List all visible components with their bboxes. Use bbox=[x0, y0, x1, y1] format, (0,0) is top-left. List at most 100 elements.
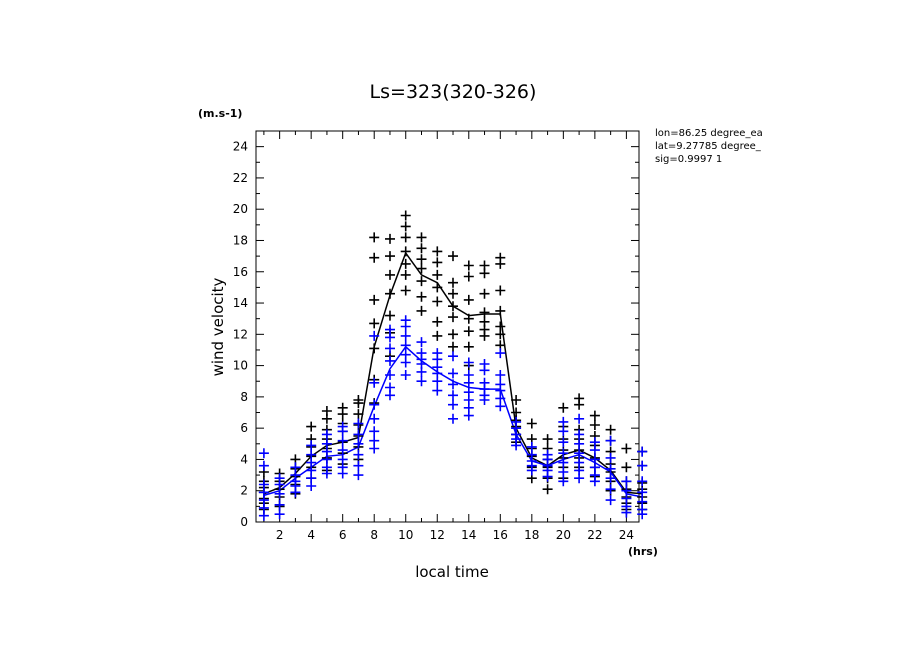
series-blue-point bbox=[463, 370, 474, 380]
series-blue-point bbox=[321, 429, 332, 440]
series-blue-point bbox=[400, 330, 411, 341]
x-tick-label: 22 bbox=[587, 528, 602, 542]
series-black-point bbox=[605, 424, 616, 435]
series-black-point bbox=[416, 232, 427, 243]
series-black-point bbox=[511, 407, 522, 418]
series-black-point bbox=[337, 402, 348, 413]
series-blue-point bbox=[637, 460, 648, 471]
series-blue-point bbox=[495, 379, 506, 390]
series-blue-point bbox=[495, 348, 506, 359]
series-blue-point bbox=[353, 449, 364, 460]
longitude-text: lon=86.25 degree_ea bbox=[655, 128, 763, 139]
series-black-point bbox=[400, 269, 411, 280]
series-black-point bbox=[385, 251, 395, 262]
series-blue-point bbox=[637, 476, 648, 487]
series-black-point bbox=[432, 330, 443, 341]
location-info: lon=86.25 degree_ea lat=9.27785 degree_ … bbox=[655, 127, 781, 166]
series-blue-point bbox=[432, 385, 443, 396]
series-black-point bbox=[353, 409, 364, 420]
series-black-point bbox=[463, 294, 474, 305]
series-blue-point bbox=[637, 487, 648, 498]
x-tick-label: 20 bbox=[556, 528, 571, 542]
series-blue-point bbox=[558, 437, 569, 448]
series-blue-point bbox=[463, 357, 474, 368]
series-blue-point bbox=[605, 435, 616, 446]
series-blue-point bbox=[605, 452, 616, 463]
series-blue-point bbox=[637, 496, 648, 507]
x-tick-label: 16 bbox=[493, 528, 508, 542]
series-blue-point bbox=[337, 435, 348, 446]
series-black-point bbox=[400, 285, 411, 296]
series-blue-point bbox=[495, 370, 506, 380]
series-blue-point bbox=[353, 438, 364, 449]
y-tick-label: 18 bbox=[233, 233, 248, 247]
series-blue-point bbox=[605, 495, 616, 506]
series-blue-point bbox=[369, 399, 380, 410]
series-black-point bbox=[542, 434, 553, 445]
series-blue-point bbox=[558, 476, 569, 487]
series-blue-point bbox=[605, 473, 616, 484]
x-tick-label: 18 bbox=[524, 528, 539, 542]
y-tick-label: 12 bbox=[233, 327, 248, 341]
series-black-point bbox=[432, 269, 443, 280]
series-blue-point bbox=[400, 340, 411, 351]
series-black-point bbox=[495, 285, 506, 296]
y-tick-label: 22 bbox=[233, 171, 248, 185]
series-blue-point bbox=[369, 377, 380, 388]
series-black-point bbox=[432, 296, 443, 307]
series-black-point bbox=[558, 402, 569, 413]
series-blue-point bbox=[574, 448, 585, 459]
y-tick-label: 24 bbox=[233, 140, 248, 154]
series-black-point bbox=[448, 277, 458, 288]
series-blue-point bbox=[448, 399, 458, 410]
series-black-point bbox=[448, 288, 458, 299]
series-blue-point bbox=[574, 413, 585, 424]
y-tick-label: 20 bbox=[233, 202, 248, 216]
series-points bbox=[258, 210, 648, 521]
series-black-point bbox=[432, 246, 443, 257]
series-blue-point bbox=[274, 473, 285, 484]
series-blue-point bbox=[337, 421, 348, 432]
series-black-point bbox=[589, 420, 600, 430]
series-blue-point bbox=[416, 337, 427, 348]
series-black-point bbox=[369, 294, 380, 305]
series-blue-point bbox=[385, 343, 395, 354]
y-unit-label: (m.s-1) bbox=[198, 107, 242, 120]
series-black-point bbox=[321, 406, 332, 416]
series-blue-point bbox=[605, 484, 616, 495]
series-black-point bbox=[495, 305, 506, 316]
y-tick-label: 16 bbox=[233, 265, 248, 279]
series-blue-point bbox=[574, 457, 585, 468]
series-blue-point bbox=[369, 413, 380, 424]
series-black-point bbox=[448, 301, 458, 312]
series-black-point bbox=[416, 276, 427, 287]
series-black-point bbox=[400, 232, 411, 243]
series-black-point bbox=[400, 246, 411, 257]
series-blue-point bbox=[511, 416, 522, 427]
y-tick-label: 10 bbox=[233, 359, 248, 373]
series-black-point bbox=[416, 243, 427, 254]
x-tick-label: 6 bbox=[339, 528, 347, 542]
series-blue-point bbox=[589, 437, 600, 448]
series-blue-point bbox=[574, 438, 585, 449]
series-black-point bbox=[400, 210, 411, 221]
series-blue-point bbox=[416, 348, 427, 359]
y-tick-label: 0 bbox=[240, 515, 248, 529]
series-blue-point bbox=[385, 370, 395, 380]
series-black-point bbox=[448, 341, 458, 352]
series-black-point bbox=[448, 251, 458, 262]
x-tick-label: 2 bbox=[276, 528, 284, 542]
series-blue-point bbox=[306, 440, 317, 451]
series-blue-point bbox=[558, 457, 569, 468]
series-black-point bbox=[526, 418, 537, 429]
series-blue-point bbox=[416, 376, 427, 387]
series-black-point bbox=[463, 313, 474, 324]
series-blue-point bbox=[637, 446, 648, 457]
series-blue-point bbox=[353, 418, 364, 429]
series-black-point bbox=[574, 393, 585, 404]
series-black-point bbox=[479, 316, 490, 327]
series-blue-point bbox=[274, 509, 285, 520]
series-black-point bbox=[385, 288, 395, 299]
series-black-point bbox=[479, 288, 490, 299]
series-black-point bbox=[369, 343, 380, 354]
